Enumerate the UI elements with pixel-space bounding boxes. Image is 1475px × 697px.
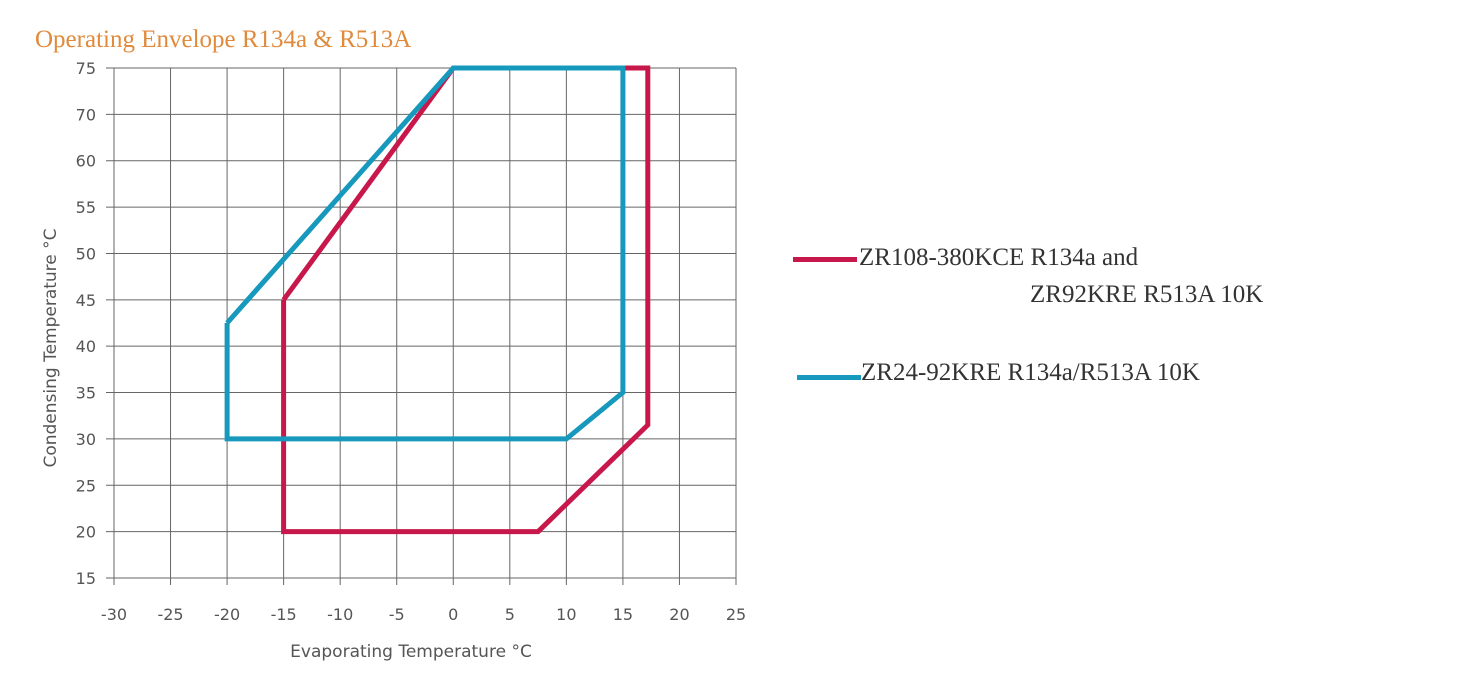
legend-label-series-1-line-2: ZR92KRE R513A 10K: [1030, 281, 1264, 308]
x-tick-label: 5: [505, 605, 515, 624]
series-line-2: [224, 65, 626, 442]
x-tick-label: 20: [669, 605, 689, 624]
chart-title: Operating Envelope R134a & R513A: [35, 26, 412, 53]
y-tick-label: 15: [76, 569, 96, 588]
x-tick-label: 15: [613, 605, 633, 624]
legend-label-series-2: ZR24-92KRE R134a/R513A 10K: [861, 359, 1200, 386]
y-axis-label: Condensing Temperature °C: [41, 228, 61, 467]
y-tick-label: 20: [76, 523, 96, 542]
grid-layer: [106, 67, 737, 585]
y-tick-label: 30: [76, 430, 96, 449]
tick-layer: -30 -25 -20 -15 -10 -5 0 5 10 15 20 25 15 20 25 30 35 40 4…: [76, 59, 747, 624]
x-tick-label: -15: [271, 605, 297, 624]
y-tick-label: 40: [76, 337, 96, 356]
x-tick-label: -30: [101, 605, 127, 624]
x-tick-label: 0: [448, 605, 458, 624]
x-tick-label: 25: [726, 605, 746, 624]
legend-swatch-series-1: [793, 257, 857, 262]
y-tick-label: 75: [76, 59, 96, 78]
x-tick-label: -10: [327, 605, 353, 624]
legend-label-series-1-line-1: ZR108-380KCE R134a and: [859, 244, 1139, 271]
y-tick-label: 35: [76, 384, 96, 403]
x-tick-label: 10: [556, 605, 576, 624]
y-tick-label: 60: [76, 152, 96, 171]
y-tick-label: 55: [76, 198, 96, 217]
x-axis-label: Evaporating Temperature °C: [290, 642, 532, 662]
x-tick-label: -5: [389, 605, 405, 624]
x-tick-label: -20: [214, 605, 240, 624]
series-layer: [224, 65, 651, 535]
y-tick-label: 25: [76, 476, 96, 495]
y-tick-label: 50: [76, 244, 96, 263]
y-tick-label: 70: [76, 105, 96, 124]
y-tick-label: 45: [76, 291, 96, 310]
x-tick-label: -25: [157, 605, 183, 624]
legend-swatch-series-2: [797, 375, 861, 380]
